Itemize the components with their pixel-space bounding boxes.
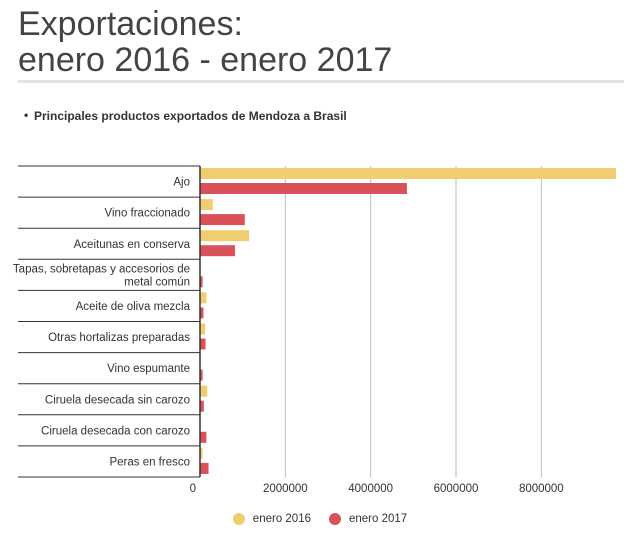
title-line-2: enero 2016 - enero 2017 xyxy=(18,41,393,79)
legend-label-2017: enero 2017 xyxy=(349,513,408,525)
category-label: Vino espumante xyxy=(107,363,190,375)
bar xyxy=(200,230,250,242)
bar xyxy=(200,199,213,211)
bar xyxy=(200,462,209,474)
category-label: Ciruela desecada con carozo xyxy=(41,425,190,437)
category-label: Ciruela desecada sin carozo xyxy=(45,394,190,406)
bar xyxy=(200,323,206,335)
category-label: Tapas, sobretapas y accesorios de xyxy=(13,263,190,275)
bar xyxy=(200,276,203,288)
bar xyxy=(200,168,616,179)
title-line-1: Exportaciones: xyxy=(18,5,243,43)
bar xyxy=(200,214,245,226)
x-tick-label: 8000000 xyxy=(519,483,564,495)
category-label: Vino fraccionado xyxy=(105,208,190,220)
chart-title: Principales productos exportados de Mend… xyxy=(34,109,347,123)
category-label: Aceite de oliva mezcla xyxy=(76,301,191,313)
x-tick-label: 2000000 xyxy=(263,483,308,495)
bar xyxy=(200,307,204,319)
bar xyxy=(200,338,206,350)
category-label: Peras en fresco xyxy=(109,456,190,468)
category-label: Otras hortalizas preparadas xyxy=(48,332,190,344)
category-label: Aceitunas en conserva xyxy=(74,239,191,251)
x-tick-label: 4000000 xyxy=(348,483,393,495)
bar xyxy=(200,431,207,443)
bar xyxy=(200,183,407,194)
chart-legend: enero 2016 enero 2017 xyxy=(0,513,640,525)
page-title: Exportaciones: enero 2016 - enero 2017 xyxy=(18,6,392,78)
bar xyxy=(200,369,203,381)
bar xyxy=(200,245,235,257)
bar-chart: Ajo Vino fraccionado Aceitunas en conserva… xyxy=(13,165,616,495)
x-tick-label: 0 xyxy=(190,483,196,495)
x-tick-label: 6000000 xyxy=(434,483,479,495)
subtitle-bullet-icon: • xyxy=(24,108,29,122)
bar xyxy=(200,400,204,412)
category-label: Ajo xyxy=(173,177,190,189)
bar xyxy=(200,447,203,459)
legend-item-2017[interactable]: enero 2017 xyxy=(329,513,407,525)
legend-swatch-2017 xyxy=(329,513,341,525)
category-label: metal común xyxy=(124,276,190,288)
legend-label-2016: enero 2016 xyxy=(252,513,311,525)
bar xyxy=(200,292,207,304)
legend-item-2016[interactable]: enero 2016 xyxy=(232,513,311,525)
title-divider xyxy=(18,80,624,83)
bar xyxy=(200,385,208,397)
legend-swatch-2016 xyxy=(232,513,245,525)
